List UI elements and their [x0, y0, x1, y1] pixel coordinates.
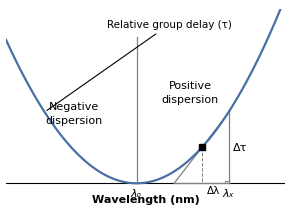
Text: Wavelength (nm): Wavelength (nm) — [92, 195, 200, 205]
Text: λₒ: λₒ — [131, 188, 142, 198]
Text: λₓ: λₓ — [223, 188, 234, 198]
Text: Negative
dispersion: Negative dispersion — [46, 101, 103, 125]
Text: Positive
dispersion: Positive dispersion — [161, 81, 219, 105]
Text: Δτ: Δτ — [233, 143, 247, 153]
Text: Δλ: Δλ — [207, 186, 220, 196]
Text: Relative group delay (τ): Relative group delay (τ) — [47, 20, 232, 111]
